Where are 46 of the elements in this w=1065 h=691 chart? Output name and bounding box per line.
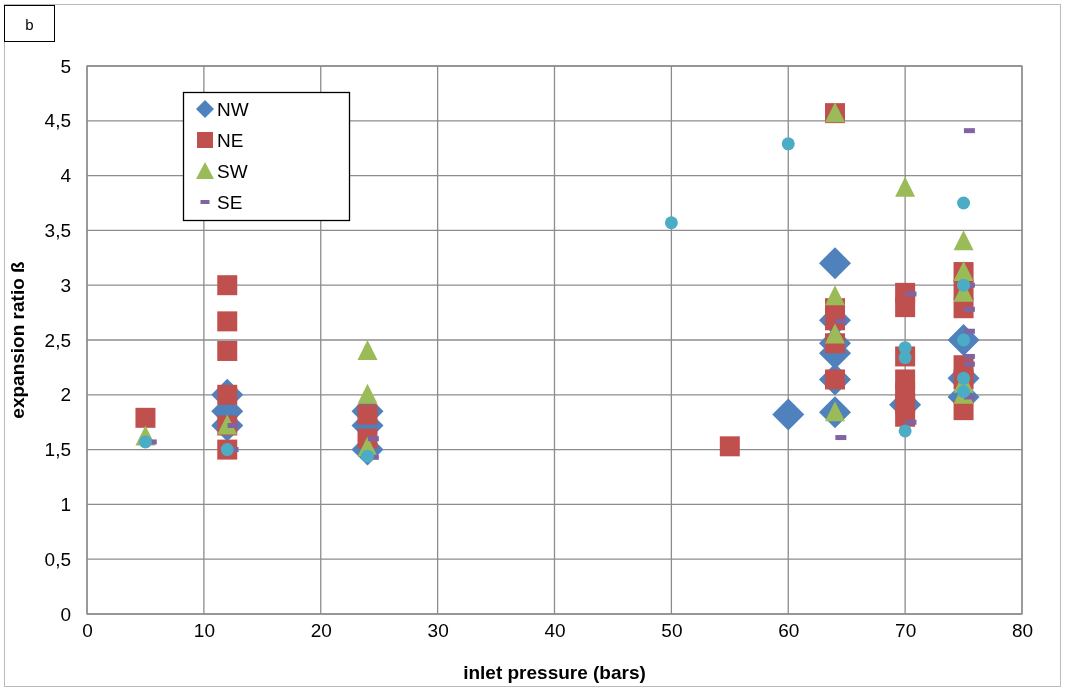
legend-label: NE (217, 130, 244, 151)
point (953, 230, 974, 251)
x-tick-label: 80 (1011, 620, 1034, 642)
y-tick-label: 3 (60, 274, 71, 296)
point (357, 404, 378, 425)
point (957, 196, 971, 210)
y-tick-label: 4,5 (44, 110, 71, 132)
x-tick-label: 70 (895, 620, 917, 642)
y-tick-label: 1,5 (44, 439, 71, 461)
legend-label: SE (217, 192, 243, 213)
y-tick-label: 1 (60, 493, 71, 515)
point (719, 436, 740, 457)
x-tick-label: 30 (427, 620, 449, 642)
y-tick-label: 2 (60, 384, 71, 406)
y-tick-label: 0,5 (44, 548, 71, 570)
point (895, 297, 916, 318)
y-tick-label: 3,5 (44, 219, 71, 241)
x-tick-label: 0 (82, 620, 93, 642)
point (217, 275, 238, 296)
point (819, 247, 851, 280)
point (217, 311, 238, 332)
text: b (25, 16, 34, 33)
point (898, 424, 912, 438)
y-axis-title: expansion ratio ß (7, 260, 28, 419)
point (895, 176, 916, 197)
legend-label: NW (217, 99, 249, 120)
x-tick-label: 60 (778, 620, 800, 642)
point (135, 407, 156, 428)
point (825, 285, 845, 306)
point (781, 137, 795, 151)
y-tick-label: 0 (60, 603, 71, 625)
point (357, 383, 378, 404)
x-tick-label: 40 (544, 620, 566, 642)
y-tick-label: 5 (60, 55, 71, 77)
y-tick-label: 2,5 (44, 329, 71, 351)
x-tick-label: 50 (661, 620, 683, 642)
point (217, 340, 238, 361)
point (772, 398, 805, 431)
x-axis-title: inlet pressure (bars) (463, 662, 646, 683)
x-tick-label: 10 (193, 620, 215, 642)
x-tick-label: 20 (310, 620, 332, 642)
y-tick-label: 4 (60, 165, 72, 187)
legend-label: SW (217, 161, 248, 182)
point (664, 216, 678, 230)
point (825, 323, 845, 344)
point (357, 339, 378, 360)
